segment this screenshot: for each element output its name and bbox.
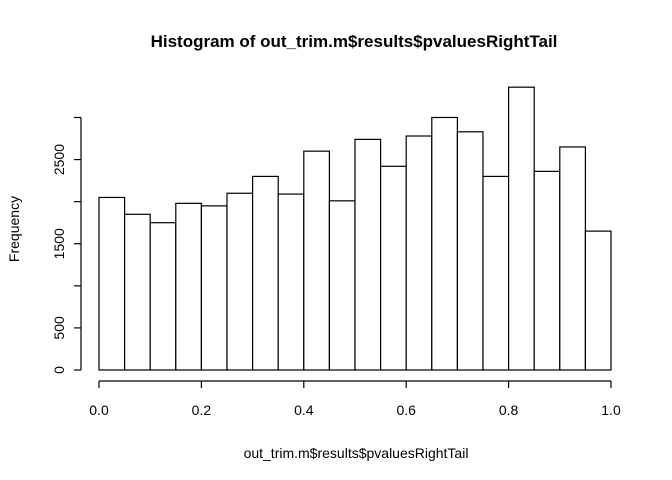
histogram-bar-20 <box>584 230 612 371</box>
y-axis: 0 500 1500 2500 <box>51 116 82 374</box>
histogram-bar-1 <box>98 196 126 371</box>
x-axis-label: out_trim.m$results$pvaluesRightTail <box>244 445 469 461</box>
histogram-bar-11 <box>354 138 382 371</box>
histogram-bar-5 <box>200 205 228 371</box>
histogram-bar-10 <box>328 200 356 371</box>
x-tick-label: 0.6 <box>396 402 416 418</box>
histogram-bar-17 <box>508 86 535 371</box>
x-tick-label: 0.4 <box>294 402 314 418</box>
x-tick-label: 1.0 <box>601 402 621 418</box>
histogram-bar-7 <box>252 175 279 371</box>
x-tick-label: 0.2 <box>192 402 212 418</box>
bars-group <box>98 86 612 371</box>
histogram-bar-13 <box>405 135 433 371</box>
y-tick-label: 500 <box>51 316 67 340</box>
x-tick-label: 0.0 <box>89 402 109 418</box>
histogram-bar-12 <box>380 165 407 371</box>
histogram-bar-15 <box>456 131 484 371</box>
histogram-bar-8 <box>277 193 305 371</box>
y-tick-label: 2500 <box>51 144 67 175</box>
chart-title: Histogram of out_trim.m$results$pvaluesR… <box>151 32 558 51</box>
histogram-bar-19 <box>559 146 586 371</box>
x-tick-label: 0.8 <box>499 402 519 418</box>
histogram-bar-4 <box>175 202 203 371</box>
x-axis: 0.0 0.2 0.4 0.6 0.8 1.0 <box>89 380 621 418</box>
histogram-bar-2 <box>123 213 151 371</box>
y-axis-label: Frequency <box>6 196 22 262</box>
histogram-bar-16 <box>482 175 510 371</box>
histogram-bar-6 <box>226 192 254 371</box>
histogram-bar-18 <box>533 170 561 371</box>
y-tick-label: 0 <box>51 366 67 374</box>
y-tick-label: 1500 <box>51 228 67 259</box>
histogram-bar-9 <box>303 150 330 371</box>
histogram-bar-14 <box>431 116 458 371</box>
histogram-bar-3 <box>149 222 177 371</box>
